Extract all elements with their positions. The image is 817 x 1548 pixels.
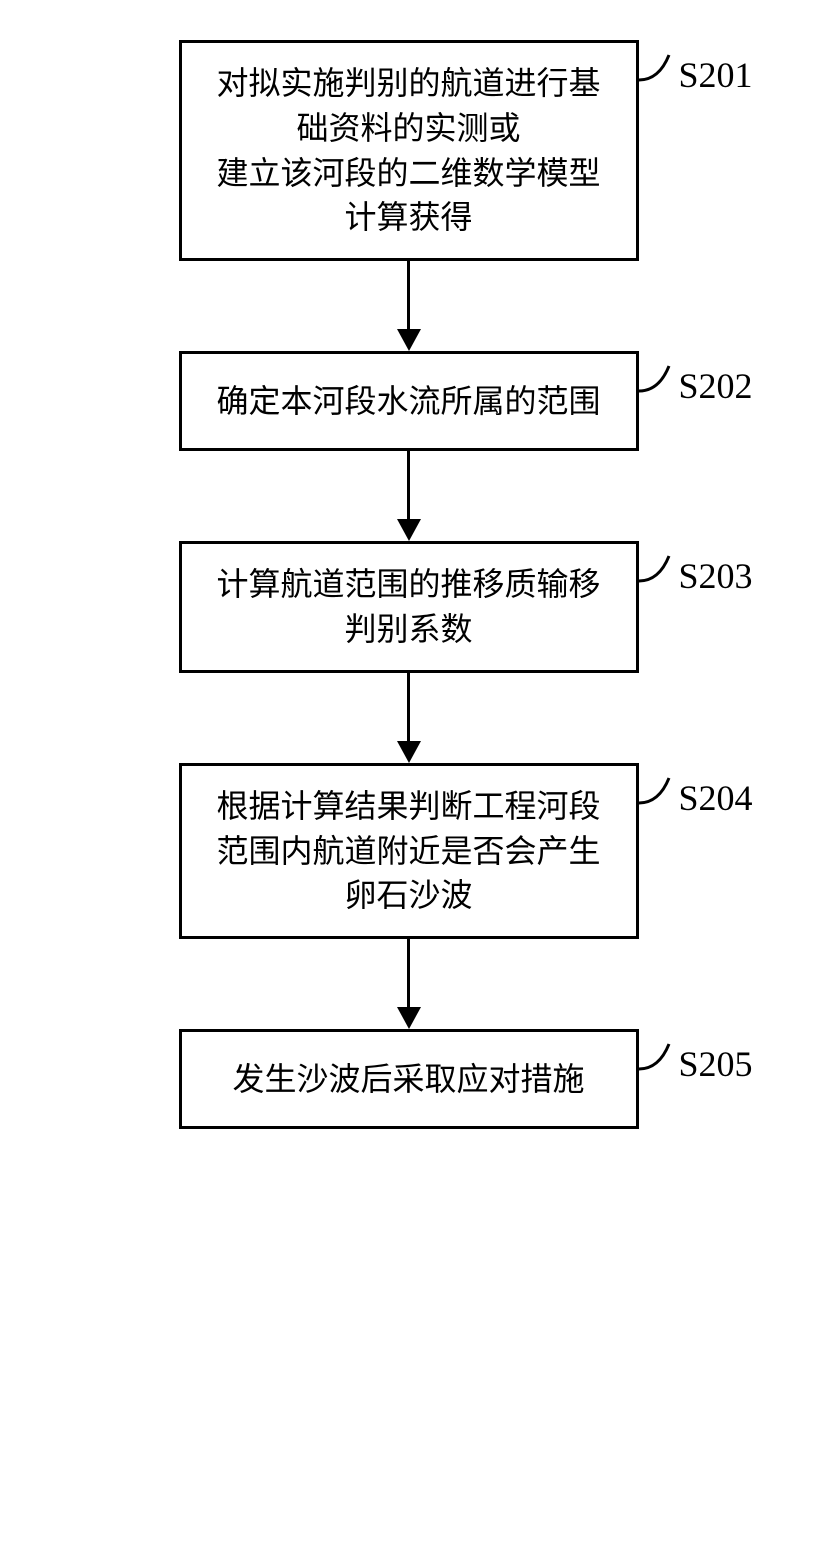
flowchart-step-label: S203: [679, 555, 753, 597]
connector-curve: [639, 551, 679, 591]
flowchart-arrow: [397, 939, 421, 1029]
arrow-line: [407, 451, 410, 519]
connector-curve: [639, 773, 679, 813]
flowchart-step: 根据计算结果判断工程河段范围内航道附近是否会产生卵石沙波 S204: [179, 763, 639, 939]
arrow-head-icon: [397, 329, 421, 351]
arrow-line: [407, 261, 410, 329]
flowchart-step-label: S201: [679, 54, 753, 96]
flowchart-box-text: 确定本河段水流所属的范围: [216, 379, 600, 424]
connector-curve: [639, 1039, 679, 1079]
arrow-head-icon: [397, 519, 421, 541]
flowchart-step: 计算航道范围的推移质输移判别系数 S203: [179, 541, 639, 673]
flowchart-box-s204: 根据计算结果判断工程河段范围内航道附近是否会产生卵石沙波: [179, 763, 639, 939]
flowchart-box-s201: 对拟实施判别的航道进行基础资料的实测或建立该河段的二维数学模型计算获得: [179, 40, 639, 261]
flowchart-step-label: S205: [679, 1043, 753, 1085]
flowchart-box-s203: 计算航道范围的推移质输移判别系数: [179, 541, 639, 673]
flowchart-step: 确定本河段水流所属的范围 S202: [179, 351, 639, 451]
flowchart-step: 发生沙波后采取应对措施 S205: [179, 1029, 639, 1129]
arrow-head-icon: [397, 741, 421, 763]
flowchart-box-s202: 确定本河段水流所属的范围: [179, 351, 639, 451]
flowchart-container: 对拟实施判别的航道进行基础资料的实测或建立该河段的二维数学模型计算获得 S201…: [179, 40, 639, 1129]
flowchart-box-text: 计算航道范围的推移质输移判别系数: [206, 562, 612, 652]
flowchart-arrow: [397, 261, 421, 351]
flowchart-arrow: [397, 451, 421, 541]
flowchart-step-label: S202: [679, 365, 753, 407]
connector-curve: [639, 50, 679, 90]
arrow-line: [407, 673, 410, 741]
arrow-head-icon: [397, 1007, 421, 1029]
connector-curve: [639, 361, 679, 401]
flowchart-box-text: 发生沙波后采取应对措施: [232, 1057, 584, 1102]
flowchart-box-text: 根据计算结果判断工程河段范围内航道附近是否会产生卵石沙波: [206, 784, 612, 918]
flowchart-box-s205: 发生沙波后采取应对措施: [179, 1029, 639, 1129]
flowchart-arrow: [397, 673, 421, 763]
flowchart-box-text: 对拟实施判别的航道进行基础资料的实测或建立该河段的二维数学模型计算获得: [206, 61, 612, 240]
flowchart-step-label: S204: [679, 777, 753, 819]
arrow-line: [407, 939, 410, 1007]
flowchart-step: 对拟实施判别的航道进行基础资料的实测或建立该河段的二维数学模型计算获得 S201: [179, 40, 639, 261]
